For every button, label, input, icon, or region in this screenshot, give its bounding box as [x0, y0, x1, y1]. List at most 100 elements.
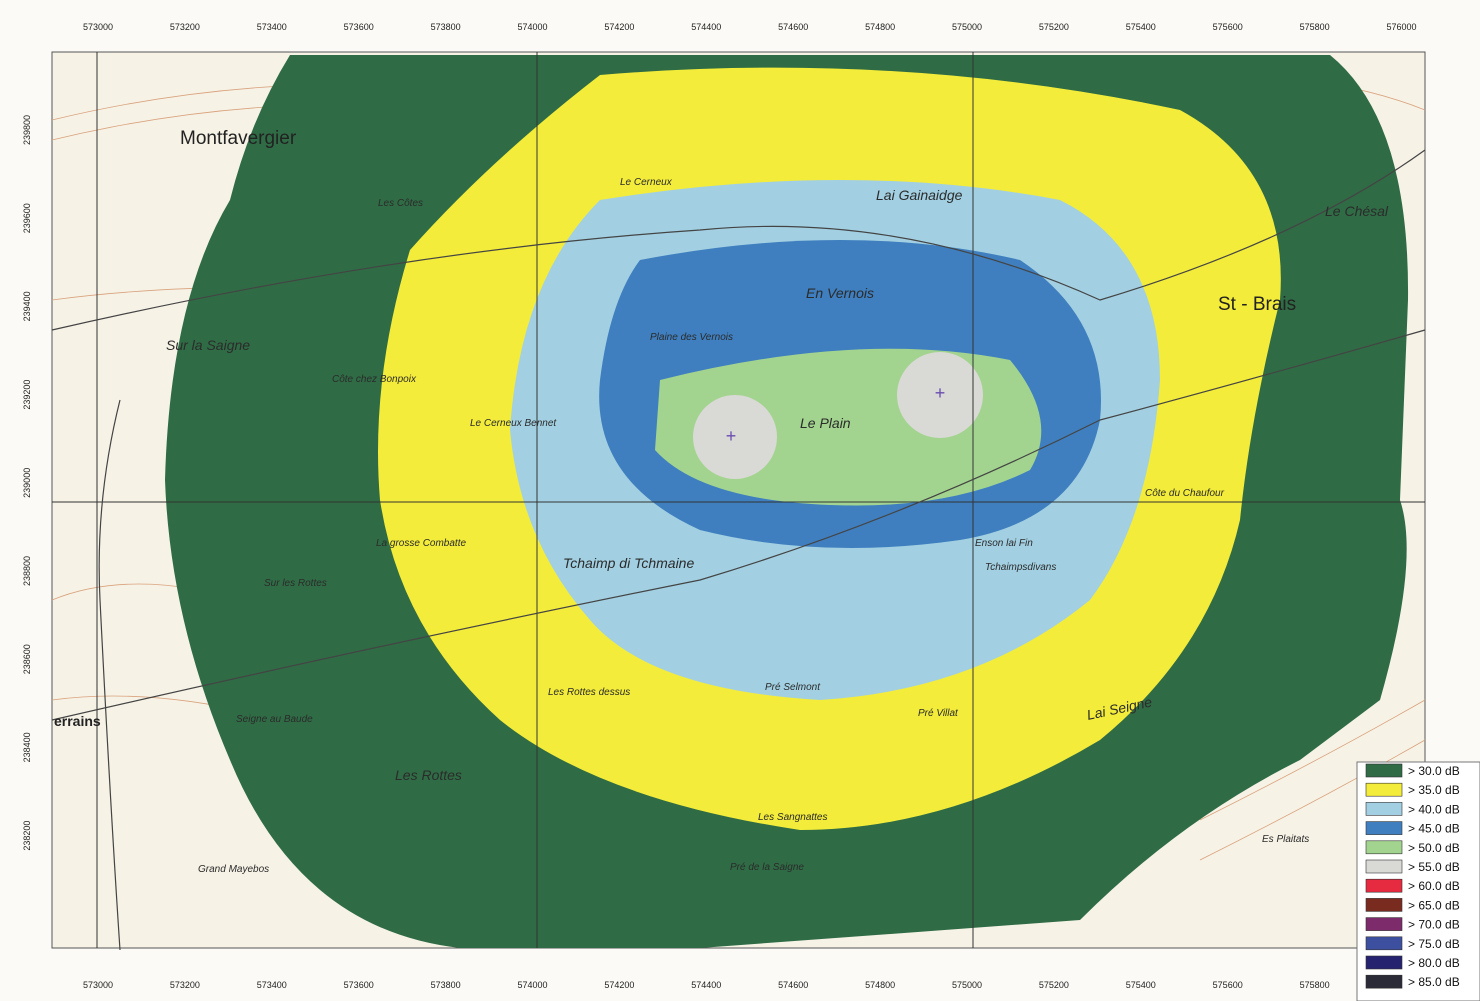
legend-label: > 30.0 dB	[1408, 764, 1460, 778]
place-label: Tchaimp di Tchmaine	[563, 555, 694, 571]
axis-label: 238200	[22, 821, 32, 851]
axis-label: 238600	[22, 644, 32, 674]
axis-label: 238800	[22, 556, 32, 586]
legend-label: > 50.0 dB	[1408, 841, 1460, 855]
axis-label: 574800	[865, 22, 895, 32]
legend-label: > 85.0 dB	[1408, 975, 1460, 989]
legend-label: > 75.0 dB	[1408, 937, 1460, 951]
legend-swatch	[1365, 898, 1403, 912]
place-label: Les Sangnattes	[758, 812, 828, 823]
axis-label: 238400	[22, 732, 32, 762]
zone-55	[897, 352, 983, 438]
place-label: La grosse Combatte	[376, 538, 466, 549]
legend-swatch	[1365, 840, 1403, 855]
place-label: Côte du Chaufour	[1145, 488, 1225, 499]
axis-label: 573600	[344, 980, 374, 990]
legend-swatch	[1365, 936, 1403, 951]
axis-label: 574200	[604, 22, 634, 32]
legend-swatch	[1365, 763, 1403, 778]
legend-swatch	[1365, 802, 1403, 816]
axis-label: 573200	[170, 980, 200, 990]
legend-label: > 45.0 dB	[1408, 822, 1460, 836]
place-label: Seigne au Baude	[236, 714, 313, 725]
place-label: Le Cerneux	[620, 177, 673, 188]
axis-label: 575000	[952, 22, 982, 32]
axis-label: 573400	[257, 22, 287, 32]
axis-label: 573400	[257, 980, 287, 990]
source-marker: +	[726, 426, 737, 446]
place-label: Les Rottes	[395, 767, 462, 783]
place-label: Sur la Saigne	[166, 337, 250, 353]
axis-label: 573200	[170, 22, 200, 32]
axis-label: 575800	[1300, 22, 1330, 32]
legend-swatch	[1365, 878, 1403, 893]
place-label: Le Chésal	[1325, 203, 1389, 219]
axis-label: 575000	[952, 980, 982, 990]
axis-label: 575200	[1039, 980, 1069, 990]
legend-label: > 65.0 dB	[1408, 898, 1460, 912]
zone-55	[693, 395, 777, 479]
axis-label: 573800	[431, 22, 461, 32]
axis-label: 575800	[1300, 980, 1330, 990]
axis-label: 239800	[22, 115, 32, 145]
axis-label: 574600	[778, 980, 808, 990]
axis-label: 574400	[691, 980, 721, 990]
axis-label: 239600	[22, 203, 32, 233]
axis-label: 575400	[1126, 22, 1156, 32]
legend-swatch	[1365, 782, 1403, 797]
legend-label: > 35.0 dB	[1408, 783, 1460, 797]
legend-label: > 60.0 dB	[1408, 879, 1460, 893]
source-marker: +	[935, 383, 946, 403]
axis-label: 574200	[604, 980, 634, 990]
legend-label: > 40.0 dB	[1408, 802, 1460, 816]
axis-label: 575600	[1213, 980, 1243, 990]
place-label: Pré Selmont	[765, 682, 821, 693]
legend-swatch	[1365, 917, 1403, 931]
place-label: Pré de la Saigne	[730, 862, 804, 873]
axis-label: 573600	[344, 22, 374, 32]
place-label: Enson lai Fin	[975, 538, 1033, 549]
legend-swatch	[1365, 955, 1403, 970]
axis-label: 574400	[691, 22, 721, 32]
legend-label: > 55.0 dB	[1408, 860, 1460, 874]
axis-label: 239200	[22, 380, 32, 410]
place-label: Le Plain	[800, 415, 851, 431]
place-label: Montfavergier	[180, 128, 297, 149]
legend-label: > 70.0 dB	[1408, 918, 1460, 932]
place-label: errains	[54, 713, 101, 729]
place-label: En Vernois	[806, 285, 874, 301]
axis-label: 574600	[778, 22, 808, 32]
place-label: Le Cerneux Bennet	[470, 418, 557, 429]
place-label: Tchaimpsdivans	[985, 562, 1056, 573]
axis-label: 574000	[517, 22, 547, 32]
legend-label: > 80.0 dB	[1408, 956, 1460, 970]
place-label: Les Côtes	[378, 198, 423, 209]
place-label: St - Brais	[1218, 294, 1296, 315]
axis-label: 573000	[83, 22, 113, 32]
roads	[51, 149, 1426, 951]
legend-swatch	[1365, 859, 1403, 874]
axis-label: 574000	[517, 980, 547, 990]
place-label: Les Rottes dessus	[548, 687, 630, 698]
axis-label: 576000	[1386, 22, 1416, 32]
place-label: Es Plaitats	[1262, 834, 1309, 845]
grid	[52, 52, 1425, 948]
legend-swatch	[1365, 821, 1403, 835]
place-label: Plaine des Vernois	[650, 332, 733, 343]
axis-label: 573000	[83, 980, 113, 990]
place-label: Lai Gainaidge	[876, 187, 963, 203]
axis-label: 573800	[431, 980, 461, 990]
legend-swatch	[1365, 974, 1403, 989]
place-label: Grand Mayebos	[198, 864, 269, 875]
axis-label: 239000	[22, 468, 32, 498]
place-label: Côte chez Bonpoix	[332, 374, 417, 385]
place-label: Sur les Rottes	[264, 578, 327, 589]
axis-label: 575200	[1039, 22, 1069, 32]
axis-label: 575600	[1213, 22, 1243, 32]
axis-label: 574800	[865, 980, 895, 990]
axis-label: 575400	[1126, 980, 1156, 990]
place-label: Pré Villat	[918, 708, 959, 719]
axis-label: 239400	[22, 291, 32, 321]
